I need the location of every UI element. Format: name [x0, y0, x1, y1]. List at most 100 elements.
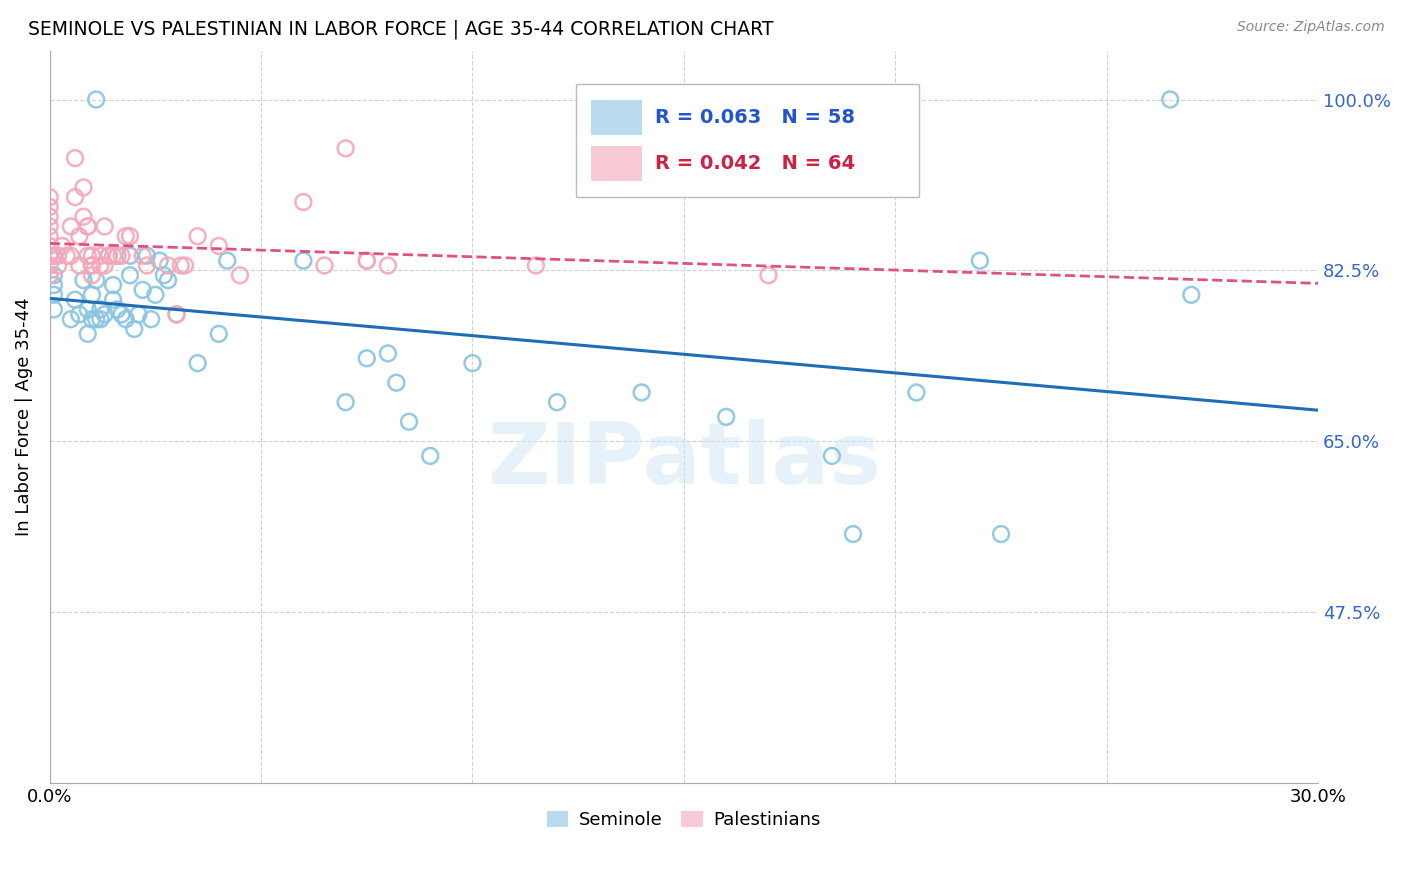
Point	[118, 229, 141, 244]
Point	[385, 376, 408, 390]
Point	[80, 259, 103, 273]
Point	[157, 273, 180, 287]
Point	[76, 219, 98, 234]
Point	[80, 249, 103, 263]
Point	[122, 322, 145, 336]
Point	[187, 356, 209, 370]
Point	[118, 268, 141, 283]
Point	[89, 302, 111, 317]
Point	[714, 409, 737, 424]
Point	[46, 249, 69, 263]
Text: SEMINOLE VS PALESTINIAN IN LABOR FORCE | AGE 35-44 CORRELATION CHART: SEMINOLE VS PALESTINIAN IN LABOR FORCE |…	[28, 20, 773, 39]
Point	[67, 259, 90, 273]
Point	[127, 307, 149, 321]
Point	[93, 307, 115, 321]
Point	[292, 194, 315, 209]
Point	[969, 253, 991, 268]
Point	[101, 293, 124, 307]
Point	[63, 151, 86, 165]
FancyBboxPatch shape	[576, 84, 918, 197]
Point	[38, 249, 60, 263]
Point	[821, 449, 844, 463]
Point	[72, 210, 94, 224]
FancyBboxPatch shape	[592, 146, 643, 181]
Point	[356, 253, 378, 268]
Point	[139, 312, 162, 326]
Point	[97, 249, 120, 263]
Point	[42, 302, 65, 317]
Point	[377, 259, 399, 273]
Point	[101, 249, 124, 263]
Point	[398, 415, 420, 429]
Point	[42, 268, 65, 283]
Point	[38, 200, 60, 214]
Point	[89, 259, 111, 273]
Point	[42, 249, 65, 263]
Point	[208, 239, 231, 253]
Point	[67, 307, 90, 321]
Point	[905, 385, 928, 400]
Point	[72, 180, 94, 194]
Point	[46, 259, 69, 273]
Point	[67, 229, 90, 244]
Point	[157, 259, 180, 273]
Point	[546, 395, 568, 409]
Point	[377, 346, 399, 360]
Point	[84, 93, 107, 107]
Point	[114, 312, 136, 326]
Point	[80, 268, 103, 283]
Point	[38, 259, 60, 273]
Point	[110, 249, 132, 263]
Point	[114, 229, 136, 244]
Point	[1180, 287, 1202, 301]
Point	[217, 253, 239, 268]
Legend: Seminole, Palestinians: Seminole, Palestinians	[540, 804, 828, 837]
FancyBboxPatch shape	[592, 100, 643, 135]
Point	[55, 249, 77, 263]
Point	[990, 527, 1012, 541]
Point	[166, 307, 188, 321]
Point	[72, 273, 94, 287]
Point	[314, 259, 336, 273]
Point	[630, 385, 652, 400]
Point	[292, 253, 315, 268]
Point	[38, 268, 60, 283]
Point	[101, 278, 124, 293]
Point	[59, 312, 82, 326]
Point	[118, 249, 141, 263]
Point	[89, 312, 111, 326]
Point	[166, 307, 188, 321]
Point	[524, 259, 547, 273]
Point	[38, 219, 60, 234]
Point	[38, 229, 60, 244]
Point	[461, 356, 484, 370]
Point	[59, 219, 82, 234]
Point	[145, 287, 167, 301]
Point	[63, 190, 86, 204]
Point	[356, 253, 378, 268]
Point	[105, 302, 128, 317]
Point	[38, 249, 60, 263]
Point	[170, 259, 193, 273]
Point	[356, 351, 378, 366]
Point	[89, 249, 111, 263]
Point	[97, 249, 120, 263]
Text: R = 0.042   N = 64: R = 0.042 N = 64	[655, 154, 855, 173]
Text: ZIPatlas: ZIPatlas	[486, 419, 880, 502]
Point	[38, 268, 60, 283]
Point	[84, 273, 107, 287]
Point	[335, 395, 357, 409]
Point	[76, 249, 98, 263]
Point	[76, 302, 98, 317]
Text: R = 0.063   N = 58: R = 0.063 N = 58	[655, 108, 855, 127]
Point	[335, 141, 357, 155]
Point	[93, 219, 115, 234]
Point	[135, 249, 157, 263]
Point	[135, 259, 157, 273]
Point	[153, 268, 176, 283]
Point	[80, 312, 103, 326]
Point	[42, 287, 65, 301]
Point	[419, 449, 441, 463]
Point	[131, 249, 153, 263]
Point	[38, 190, 60, 204]
